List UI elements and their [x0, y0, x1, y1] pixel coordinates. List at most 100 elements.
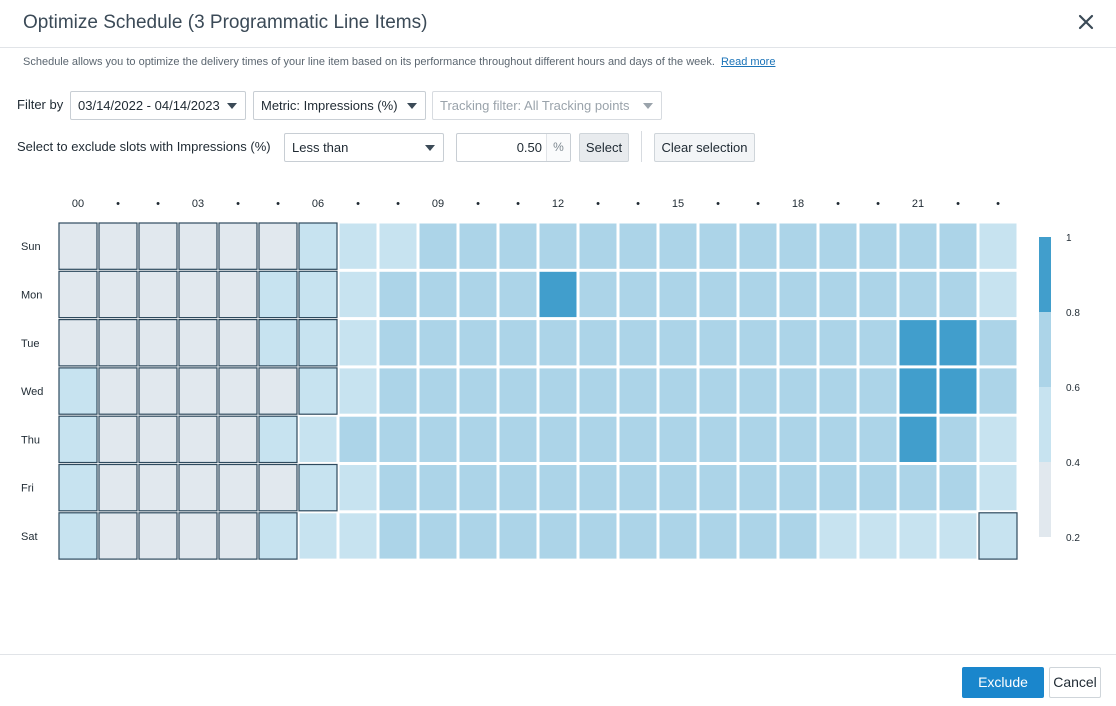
- heatmap-cell[interactable]: [258, 415, 298, 464]
- heatmap-cell[interactable]: [498, 319, 538, 367]
- heatmap-cell[interactable]: [578, 415, 618, 463]
- heatmap-cell[interactable]: [178, 270, 218, 319]
- heatmap-cell[interactable]: [498, 270, 538, 319]
- heatmap-cell[interactable]: [58, 222, 98, 270]
- heatmap-cell[interactable]: [458, 222, 498, 270]
- heatmap-cell[interactable]: [338, 415, 378, 463]
- date-range-dropdown[interactable]: 03/14/2022 - 04/14/2023: [70, 91, 246, 120]
- metric-dropdown[interactable]: Metric: Impressions (%): [253, 91, 426, 120]
- heatmap-cell[interactable]: [218, 222, 258, 270]
- heatmap-cell[interactable]: [378, 270, 418, 319]
- heatmap-cell[interactable]: [458, 270, 498, 319]
- heatmap-cell[interactable]: [298, 512, 338, 560]
- heatmap-cell[interactable]: [58, 415, 98, 464]
- heatmap-cell[interactable]: [578, 367, 618, 415]
- heatmap-cell[interactable]: [698, 222, 738, 270]
- heatmap-cell[interactable]: [58, 512, 98, 560]
- heatmap-cell[interactable]: [778, 464, 818, 512]
- heatmap-cell[interactable]: [938, 222, 978, 270]
- heatmap-cell[interactable]: [98, 415, 138, 464]
- heatmap-cell[interactable]: [818, 464, 858, 512]
- heatmap-cell[interactable]: [978, 319, 1018, 367]
- heatmap-cell[interactable]: [58, 463, 98, 512]
- heatmap-cell[interactable]: [178, 319, 218, 367]
- heatmap-cell[interactable]: [418, 415, 458, 463]
- heatmap-cell[interactable]: [58, 319, 98, 367]
- read-more-link[interactable]: Read more: [721, 56, 776, 68]
- heatmap-cell[interactable]: [458, 512, 498, 560]
- heatmap-cell[interactable]: [658, 367, 698, 415]
- heatmap-cell[interactable]: [618, 270, 658, 319]
- cancel-button[interactable]: Cancel: [1049, 667, 1101, 698]
- heatmap-cell[interactable]: [58, 367, 98, 415]
- heatmap-cell[interactable]: [578, 464, 618, 512]
- heatmap-cell[interactable]: [178, 367, 218, 415]
- heatmap-cell[interactable]: [218, 367, 258, 415]
- heatmap-cell[interactable]: [138, 319, 178, 367]
- heatmap-cell[interactable]: [618, 512, 658, 560]
- heatmap-cell[interactable]: [858, 222, 898, 270]
- heatmap-cell[interactable]: [538, 367, 578, 415]
- heatmap-cell[interactable]: [298, 415, 338, 463]
- heatmap-cell[interactable]: [98, 463, 138, 512]
- heatmap-cell[interactable]: [978, 512, 1018, 560]
- heatmap-cell[interactable]: [698, 367, 738, 415]
- heatmap-cell[interactable]: [538, 270, 578, 319]
- heatmap-cell[interactable]: [938, 415, 978, 463]
- heatmap-cell[interactable]: [218, 512, 258, 560]
- heatmap-cell[interactable]: [338, 270, 378, 319]
- heatmap-cell[interactable]: [698, 512, 738, 560]
- heatmap-cell[interactable]: [458, 367, 498, 415]
- heatmap-cell[interactable]: [898, 367, 938, 415]
- heatmap-cell[interactable]: [538, 464, 578, 512]
- heatmap-cell[interactable]: [98, 319, 138, 367]
- heatmap-cell[interactable]: [978, 415, 1018, 463]
- heatmap-cell[interactable]: [138, 270, 178, 319]
- heatmap-cell[interactable]: [658, 415, 698, 463]
- heatmap-cell[interactable]: [738, 464, 778, 512]
- heatmap-cell[interactable]: [98, 270, 138, 319]
- heatmap-cell[interactable]: [498, 512, 538, 560]
- heatmap-cell[interactable]: [378, 367, 418, 415]
- heatmap-cell[interactable]: [778, 319, 818, 367]
- heatmap-cell[interactable]: [818, 270, 858, 319]
- heatmap-cell[interactable]: [418, 367, 458, 415]
- heatmap-cell[interactable]: [858, 512, 898, 560]
- tracking-filter-dropdown[interactable]: Tracking filter: All Tracking points: [432, 91, 662, 120]
- heatmap-cell[interactable]: [178, 512, 218, 560]
- heatmap-cell[interactable]: [258, 512, 298, 560]
- heatmap-cell[interactable]: [258, 270, 298, 319]
- heatmap-cell[interactable]: [218, 270, 258, 319]
- heatmap-cell[interactable]: [298, 319, 338, 367]
- heatmap-cell[interactable]: [858, 415, 898, 463]
- heatmap-cell[interactable]: [658, 319, 698, 367]
- heatmap-cell[interactable]: [378, 512, 418, 560]
- heatmap-cell[interactable]: [778, 415, 818, 463]
- heatmap-cell[interactable]: [418, 319, 458, 367]
- heatmap-cell[interactable]: [818, 367, 858, 415]
- close-icon[interactable]: [1076, 12, 1096, 32]
- heatmap-cell[interactable]: [538, 222, 578, 270]
- heatmap-cell[interactable]: [98, 367, 138, 415]
- heatmap-cell[interactable]: [898, 512, 938, 560]
- heatmap-cell[interactable]: [898, 319, 938, 367]
- heatmap-cell[interactable]: [978, 367, 1018, 415]
- heatmap-cell[interactable]: [578, 512, 618, 560]
- heatmap-cell[interactable]: [338, 464, 378, 512]
- heatmap-cell[interactable]: [898, 270, 938, 319]
- heatmap-cell[interactable]: [698, 415, 738, 463]
- heatmap-cell[interactable]: [418, 270, 458, 319]
- heatmap-cell[interactable]: [778, 270, 818, 319]
- heatmap-cell[interactable]: [258, 222, 298, 270]
- heatmap-cell[interactable]: [578, 270, 618, 319]
- heatmap-cell[interactable]: [818, 319, 858, 367]
- heatmap-cell[interactable]: [458, 415, 498, 463]
- heatmap-cell[interactable]: [738, 270, 778, 319]
- heatmap-cell[interactable]: [858, 367, 898, 415]
- heatmap-cell[interactable]: [138, 222, 178, 270]
- heatmap-cell[interactable]: [938, 512, 978, 560]
- heatmap-cell[interactable]: [818, 415, 858, 463]
- heatmap-cell[interactable]: [698, 319, 738, 367]
- heatmap-cell[interactable]: [578, 222, 618, 270]
- heatmap-cell[interactable]: [978, 464, 1018, 512]
